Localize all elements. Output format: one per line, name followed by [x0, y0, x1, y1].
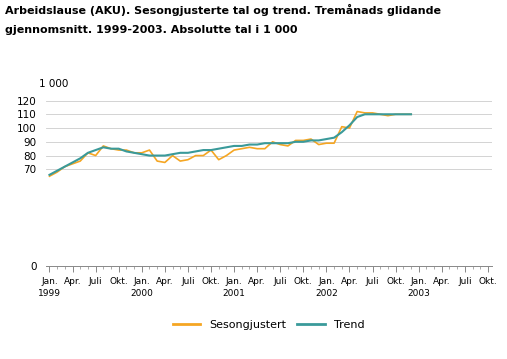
Text: Jan.: Jan. — [318, 277, 335, 286]
Text: 2003: 2003 — [407, 289, 430, 298]
Text: Apr.: Apr. — [433, 277, 451, 286]
Text: Juli: Juli — [181, 277, 195, 286]
Text: Juli: Juli — [273, 277, 287, 286]
Text: gjennomsnitt. 1999-2003. Absolutte tal i 1 000: gjennomsnitt. 1999-2003. Absolutte tal i… — [5, 25, 298, 35]
Text: Jan.: Jan. — [226, 277, 242, 286]
Legend: Sesongjustert, Trend: Sesongjustert, Trend — [168, 316, 369, 335]
Text: Apr.: Apr. — [64, 277, 81, 286]
Text: Jan.: Jan. — [133, 277, 150, 286]
Text: 2002: 2002 — [315, 289, 338, 298]
Text: Juli: Juli — [366, 277, 379, 286]
Text: Okt.: Okt. — [479, 277, 497, 286]
Text: Okt.: Okt. — [110, 277, 128, 286]
Text: 2001: 2001 — [223, 289, 245, 298]
Text: Apr.: Apr. — [156, 277, 174, 286]
Text: Okt.: Okt. — [202, 277, 221, 286]
Text: Okt.: Okt. — [294, 277, 313, 286]
Text: Arbeidslause (AKU). Sesongjusterte tal og trend. Tremånads glidande: Arbeidslause (AKU). Sesongjusterte tal o… — [5, 4, 441, 16]
Text: Juli: Juli — [458, 277, 472, 286]
Text: 1999: 1999 — [38, 289, 61, 298]
Text: 1 000: 1 000 — [39, 79, 68, 89]
Text: Juli: Juli — [89, 277, 102, 286]
Text: Apr.: Apr. — [341, 277, 358, 286]
Text: Okt.: Okt. — [386, 277, 405, 286]
Text: 2000: 2000 — [130, 289, 153, 298]
Text: Apr.: Apr. — [248, 277, 266, 286]
Text: Jan.: Jan. — [410, 277, 427, 286]
Text: Jan.: Jan. — [41, 277, 58, 286]
